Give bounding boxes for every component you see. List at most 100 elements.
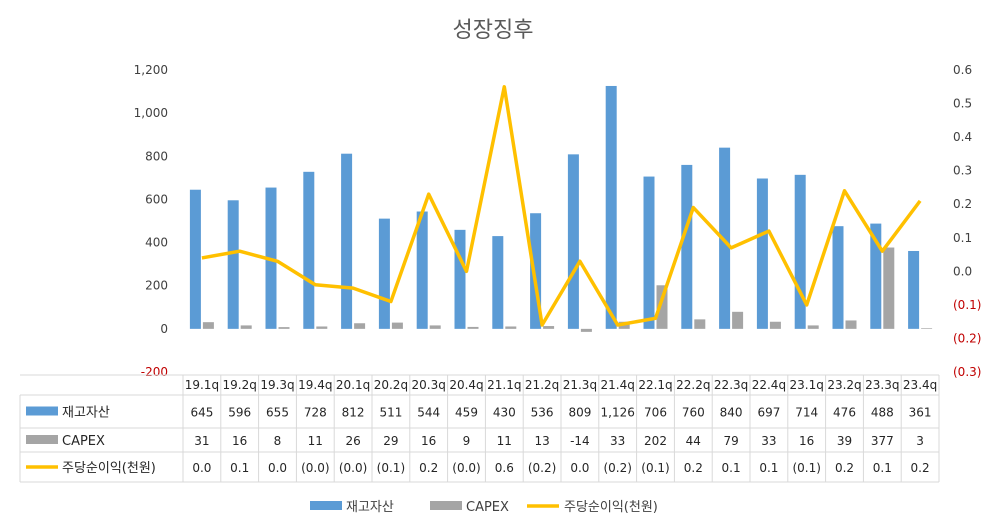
table-cell-value: (0.2): [603, 461, 631, 475]
bar-capex: [391, 322, 403, 329]
table-cell-value: 377: [871, 434, 894, 448]
table-cell-value: 0.6: [495, 461, 514, 475]
left-axis-tick-label: -200: [141, 365, 168, 379]
left-axis-tick-label: 1,200: [134, 63, 168, 77]
table-cell-value: 79: [723, 434, 738, 448]
bar-inventory: [643, 176, 655, 329]
bar-capex: [694, 319, 706, 329]
table-cell-value: 31: [194, 434, 209, 448]
table-legend-key: [26, 406, 58, 416]
x-axis-tick-label: 20.3q: [412, 378, 446, 392]
x-axis-tick-label: 22.2q: [676, 378, 710, 392]
left-axis-tick-label: 400: [145, 236, 168, 250]
left-axis-tick-label: 800: [145, 149, 168, 163]
bar-capex: [769, 321, 781, 329]
x-axis-tick-label: 20.1q: [336, 378, 370, 392]
table-cell-value: 714: [795, 406, 818, 420]
left-axis-tick-label: 200: [145, 279, 168, 293]
bar-capex: [240, 325, 252, 329]
bar-inventory: [719, 147, 731, 329]
table-cell-value: (0.2): [528, 461, 556, 475]
table-cell-value: 0.1: [873, 461, 892, 475]
bar-inventory: [303, 171, 315, 329]
table-cell-value: 488: [871, 406, 894, 420]
table-cell-value: 655: [266, 406, 289, 420]
table-cell-value: 16: [232, 434, 247, 448]
bar-capex: [845, 320, 857, 329]
x-axis-tick-label: 22.3q: [714, 378, 748, 392]
table-cell-value: 44: [686, 434, 701, 448]
bar-inventory: [454, 229, 466, 329]
right-axis-tick-label: 0.1: [953, 231, 972, 245]
table-cell-value: 26: [345, 434, 360, 448]
x-axis-tick-label: 19.1q: [185, 378, 219, 392]
table-cell-value: 361: [909, 406, 932, 420]
left-axis-tick-label: 600: [145, 192, 168, 206]
table-cell-value: 16: [799, 434, 814, 448]
table-cell-value: 8: [274, 434, 282, 448]
table-row-label: CAPEX: [62, 434, 105, 449]
table-cell-value: (0.0): [339, 461, 367, 475]
table-cell-value: 511: [379, 406, 402, 420]
table-legend-key: [26, 435, 58, 444]
bar-inventory: [189, 189, 201, 329]
bar-capex: [732, 311, 744, 329]
table-cell-value: 202: [644, 434, 667, 448]
table-cell-value: 645: [190, 406, 213, 420]
bar-capex: [278, 327, 290, 329]
bar-capex: [883, 247, 895, 329]
chart-title: 성장징후: [453, 18, 534, 43]
bar-capex: [505, 326, 517, 329]
table-cell-value: 812: [342, 406, 365, 420]
bar-capex: [921, 328, 933, 329]
x-axis-tick-label: 23.4q: [903, 378, 937, 392]
bar-capex: [354, 323, 366, 329]
bar-inventory: [794, 174, 806, 329]
table-cell-value: (0.1): [641, 461, 669, 475]
bar-capex: [316, 326, 328, 329]
table-cell-value: -14: [570, 434, 590, 448]
table-cell-value: 760: [682, 406, 705, 420]
right-axis-tick-label: (0.2): [953, 331, 981, 345]
table-cell-value: 728: [304, 406, 327, 420]
bar-capex: [467, 326, 479, 329]
table-cell-value: 0.2: [419, 461, 438, 475]
table-cell-value: 1,126: [601, 406, 635, 420]
table-cell-value: (0.0): [452, 461, 480, 475]
table-cell-value: 0.2: [835, 461, 854, 475]
table-cell-value: 13: [534, 434, 549, 448]
bar-inventory: [416, 211, 428, 329]
x-axis-tick-label: 21.1q: [487, 378, 521, 392]
bar-inventory: [832, 226, 844, 329]
table-row-label: 주당순이익(천원): [62, 461, 156, 476]
x-axis-tick-label: 21.2q: [525, 378, 559, 392]
table-cell-value: (0.1): [792, 461, 820, 475]
legend-label: CAPEX: [466, 500, 509, 515]
table-cell-value: 536: [531, 406, 554, 420]
bar-capex: [543, 326, 555, 329]
bar-inventory: [567, 154, 579, 329]
table-cell-value: 0.2: [684, 461, 703, 475]
legend-key: [430, 501, 462, 510]
left-axis-tick-label: 0: [160, 322, 168, 336]
table-cell-value: 33: [610, 434, 625, 448]
right-axis-tick-label: 0.4: [953, 130, 972, 144]
table-cell-value: (0.0): [301, 461, 329, 475]
bar-capex: [807, 325, 819, 329]
table-cell-value: 0.1: [230, 461, 249, 475]
bar-inventory: [605, 85, 617, 329]
table-cell-value: 16: [421, 434, 436, 448]
table-cell-value: 430: [493, 406, 516, 420]
bar-inventory: [681, 164, 693, 329]
table-cell-value: 0.0: [570, 461, 589, 475]
legend-label: 주당순이익(천원): [564, 500, 658, 515]
bar-inventory: [492, 236, 504, 329]
table-cell-value: 39: [837, 434, 852, 448]
right-axis-tick-label: (0.1): [953, 298, 981, 312]
table-cell-value: 0.0: [268, 461, 287, 475]
table-cell-value: (0.1): [377, 461, 405, 475]
right-axis-tick-label: 0.5: [953, 97, 972, 111]
table-cell-value: 33: [761, 434, 776, 448]
bar-inventory: [870, 223, 882, 329]
